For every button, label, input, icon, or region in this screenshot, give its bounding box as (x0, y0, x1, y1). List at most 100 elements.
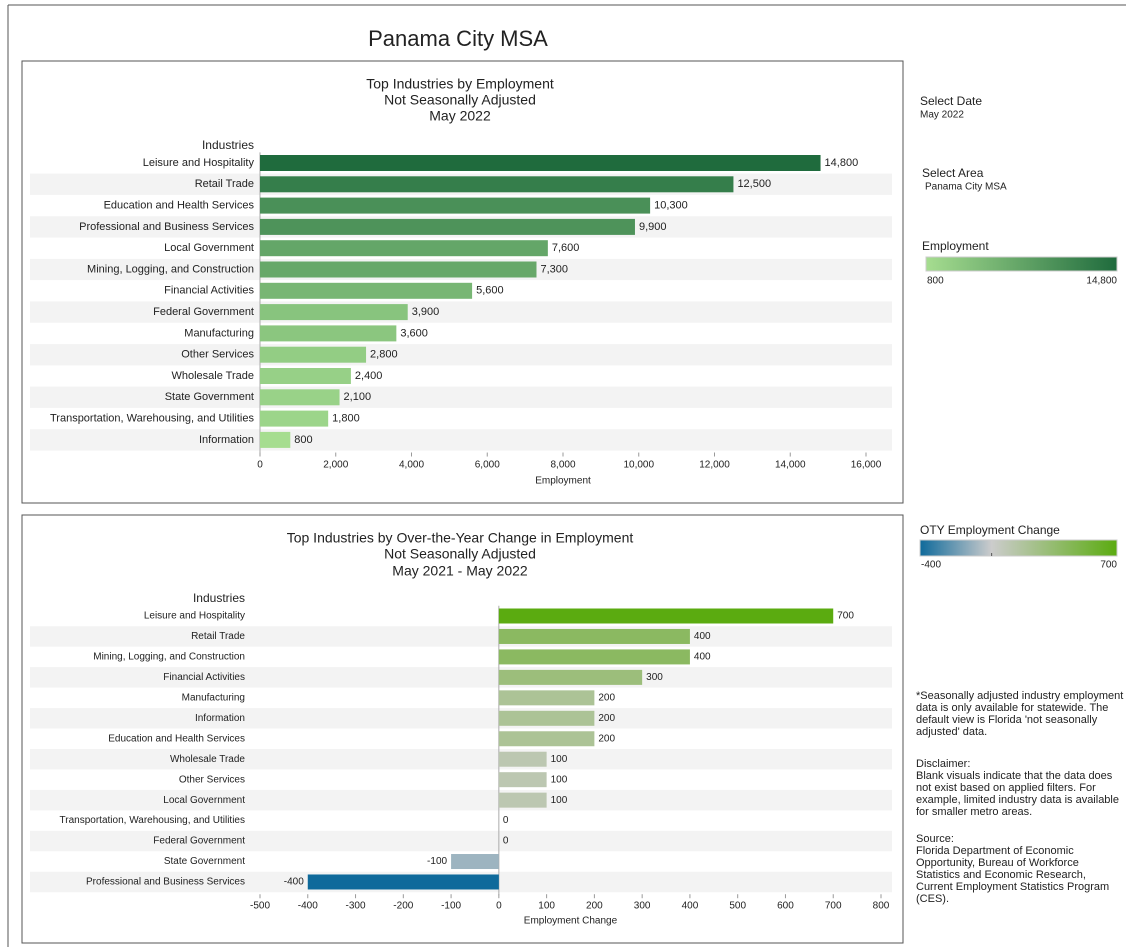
value-label: 3,900 (412, 306, 440, 318)
x-tick-label: -500 (250, 901, 270, 912)
category-label: Mining, Logging, and Construction (87, 263, 254, 275)
x-tick-label: 16,000 (851, 460, 882, 471)
value-label: 3,600 (400, 327, 428, 339)
bar (260, 346, 367, 363)
chart-title: Top Industries by Employment (366, 76, 554, 92)
x-tick-label: 300 (634, 901, 651, 912)
bar (498, 690, 595, 706)
category-label: Mining, Logging, and Construction (93, 652, 245, 663)
category-label: Professional and Business Services (86, 877, 245, 888)
legend-title: Employment (922, 239, 989, 253)
category-label: Leisure and Hospitality (144, 611, 245, 622)
x-axis-title: Employment (535, 476, 591, 487)
category-label: Manufacturing (182, 692, 245, 703)
legend-gradient (925, 256, 1118, 272)
x-tick-label: -100 (441, 901, 461, 912)
bar (451, 854, 499, 870)
category-label: Local Government (164, 242, 254, 254)
value-label: 200 (598, 713, 615, 724)
date-label: Select Date (920, 94, 982, 108)
x-tick-label: 100 (538, 901, 555, 912)
category-label: Other Services (181, 349, 254, 361)
value-label: 100 (551, 754, 568, 765)
x-tick-label: 400 (682, 901, 699, 912)
x-tick-label: 500 (729, 901, 746, 912)
legend-max-label: 14,800 (1086, 276, 1117, 287)
x-tick-label: 0 (257, 460, 263, 471)
x-tick-label: 12,000 (699, 460, 730, 471)
category-label: Information (199, 434, 254, 446)
category-label: Financial Activities (164, 285, 254, 297)
bar (498, 731, 595, 747)
value-label: 7,600 (552, 242, 580, 254)
y-axis-title: Industries (202, 138, 254, 152)
row-band (30, 789, 892, 811)
category-label: Education and Health Services (104, 200, 255, 212)
category-label: Retail Trade (195, 178, 254, 190)
bar (260, 197, 651, 214)
category-label: Transportation, Warehousing, and Utiliti… (50, 413, 255, 425)
y-axis-title: Industries (193, 591, 245, 605)
chart-frame (21, 514, 904, 944)
bar (498, 669, 643, 685)
category-label: Other Services (179, 774, 245, 785)
chart-subtitle: May 2022 (429, 108, 491, 124)
category-label: Transportation, Warehousing, and Utiliti… (60, 815, 245, 826)
chart-title: Top Industries by Over-the-Year Change i… (287, 530, 634, 546)
note-heading: Source: (916, 833, 954, 845)
category-label: Federal Government (153, 836, 245, 847)
x-tick-label: -400 (298, 901, 318, 912)
bar (498, 792, 547, 808)
chart-subtitle: Not Seasonally Adjusted (384, 546, 536, 562)
legend-gradient (919, 539, 1118, 557)
chart-subtitle: Not Seasonally Adjusted (384, 92, 536, 108)
category-label: Federal Government (153, 306, 254, 318)
row-band (30, 748, 892, 770)
x-tick-label: 700 (825, 901, 842, 912)
value-label: 200 (598, 692, 615, 703)
category-label: State Government (164, 856, 245, 867)
value-label: -400 (284, 877, 304, 888)
value-label: 100 (551, 774, 568, 785)
bar (260, 176, 734, 193)
value-label: 300 (646, 672, 663, 683)
bar (260, 261, 537, 278)
bar (307, 874, 499, 890)
chart-subtitle: May 2021 - May 2022 (392, 563, 528, 579)
value-label: 14,800 (825, 157, 859, 169)
value-label: 0 (503, 815, 509, 826)
category-label: Education and Health Services (108, 733, 245, 744)
bar (260, 282, 473, 299)
bar (260, 325, 397, 342)
row-band (30, 626, 892, 647)
value-label: 200 (598, 733, 615, 744)
value-label: 12,500 (737, 178, 771, 190)
category-label: Wholesale Trade (171, 370, 254, 382)
bar (498, 710, 595, 726)
value-label: 0 (503, 836, 509, 847)
x-axis-title: Employment Change (524, 916, 618, 927)
value-label: 2,400 (355, 370, 383, 382)
legend-max-label: 700 (1100, 560, 1117, 571)
bar (260, 240, 548, 257)
bar (498, 772, 547, 788)
note: Blank visuals indicate that the data doe… (916, 770, 1119, 818)
area-label: Select Area (922, 166, 984, 180)
x-tick-label: 8,000 (550, 460, 575, 471)
value-label: 100 (551, 795, 568, 806)
row-band (30, 667, 892, 688)
x-tick-label: 6,000 (475, 460, 500, 471)
row-band (30, 386, 892, 408)
bar (260, 431, 291, 448)
x-tick-label: -200 (393, 901, 413, 912)
chart-frame (21, 60, 904, 504)
value-label: 2,800 (370, 349, 398, 361)
bar (498, 649, 690, 665)
category-label: Financial Activities (163, 672, 245, 683)
category-label: Leisure and Hospitality (143, 157, 255, 169)
bar (260, 304, 408, 321)
value-label: 700 (837, 611, 854, 622)
legend-min-label: -400 (921, 560, 941, 571)
x-tick-label: 200 (586, 901, 603, 912)
